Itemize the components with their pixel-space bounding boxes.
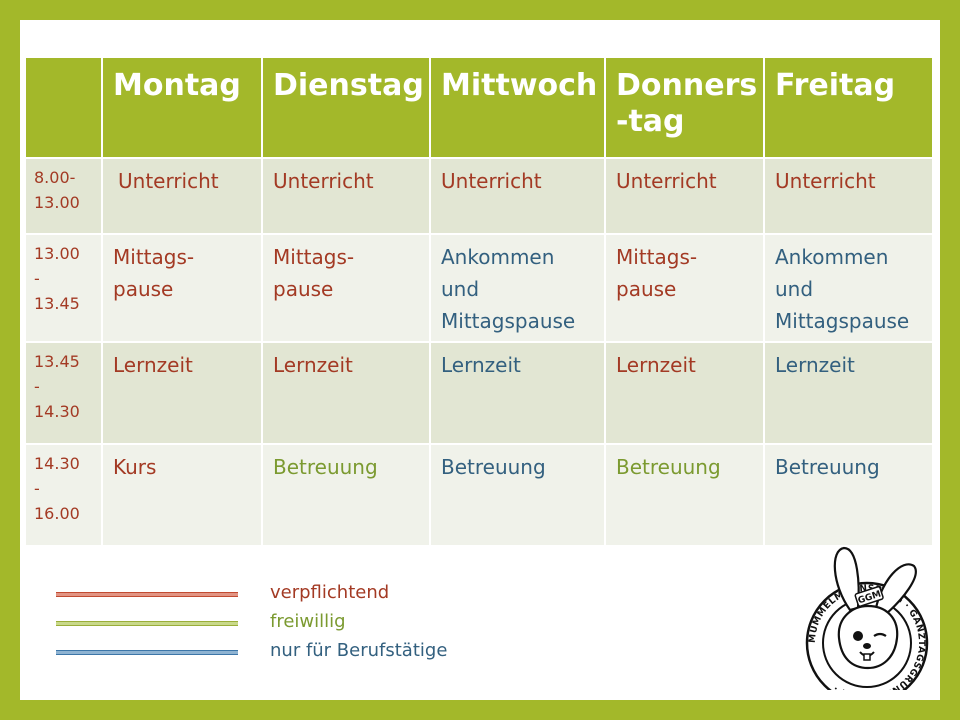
schedule-cell: Mittags-pause	[605, 234, 765, 343]
schedule-cell: Kurs	[102, 444, 263, 547]
schedule-cell: Lernzeit	[764, 342, 934, 445]
slide: Montag Dienstag Mittwoch Donners -tag Fre…	[20, 20, 940, 705]
table-row: 13.00-13.45 Mittags-pause Mittags-pause …	[26, 234, 934, 343]
schedule-cell: Lernzeit	[605, 342, 765, 445]
legend-label: nur für Berufstätige	[270, 640, 448, 661]
schedule-cell: Lernzeit	[430, 342, 606, 445]
schedule-cell: Betreuung	[764, 444, 934, 547]
schedule-cell: Betreuung	[262, 444, 431, 547]
corner-cell	[26, 58, 103, 159]
schedule-cell: Ankommen und Mittagspause	[764, 234, 934, 343]
donnerstag-line-2: -tag	[616, 104, 685, 139]
schedule-cell: Ankommen und Mittagspause	[430, 234, 606, 343]
day-header-freitag: Freitag	[764, 58, 934, 159]
table-row: 13.45-14.30 Lernzeit Lernzeit Lernzeit L…	[26, 342, 934, 445]
donnerstag-line-1: Donners	[616, 68, 758, 103]
schedule-cell: Lernzeit	[102, 342, 263, 445]
schedule-cell: Unterricht	[605, 158, 765, 235]
schedule-cell: Unterricht	[430, 158, 606, 235]
legend-label: freiwillig	[270, 611, 346, 632]
schedule-cell: Mittags-pause	[102, 234, 263, 343]
schedule-cell: Unterricht	[764, 158, 934, 235]
legend-line-blue	[56, 650, 238, 655]
header-row: Montag Dienstag Mittwoch Donners -tag Fre…	[26, 58, 934, 159]
time-cell: 8.00- 13.00	[26, 158, 103, 235]
schedule-cell: Betreuung	[605, 444, 765, 547]
schedule-cell: Betreuung	[430, 444, 606, 547]
time-cell: 14.30-16.00	[26, 444, 103, 547]
schedule-cell: Lernzeit	[262, 342, 431, 445]
table-row: 8.00- 13.00 Unterricht Unterricht Unterri…	[26, 158, 934, 235]
rabbit-logo-icon: MUMMELMANNSBERG · GANZTAGSGRUNDSCHULE · …	[805, 546, 929, 705]
schedule-cell: Mittags-pause	[262, 234, 431, 343]
day-header-mittwoch: Mittwoch	[430, 58, 606, 159]
time-cell: 13.45-14.30	[26, 342, 103, 445]
legend-line-green	[56, 621, 238, 626]
school-logo: MUMMELMANNSBERG · GANZTAGSGRUNDSCHULE · …	[802, 540, 932, 705]
day-header-donnerstag: Donners -tag	[605, 58, 765, 159]
schedule-table: Montag Dienstag Mittwoch Donners -tag Fre…	[26, 58, 934, 547]
schedule-cell: Unterricht	[102, 158, 263, 235]
legend-line-red	[56, 592, 238, 597]
schedule-cell: Unterricht	[262, 158, 431, 235]
time-cell: 13.00-13.45	[26, 234, 103, 343]
table-row: 14.30-16.00 Kurs Betreuung Betreuung Bet…	[26, 444, 934, 547]
day-header-dienstag: Dienstag	[262, 58, 431, 159]
day-header-montag: Montag	[102, 58, 263, 159]
legend-label: verpflichtend	[270, 582, 390, 603]
